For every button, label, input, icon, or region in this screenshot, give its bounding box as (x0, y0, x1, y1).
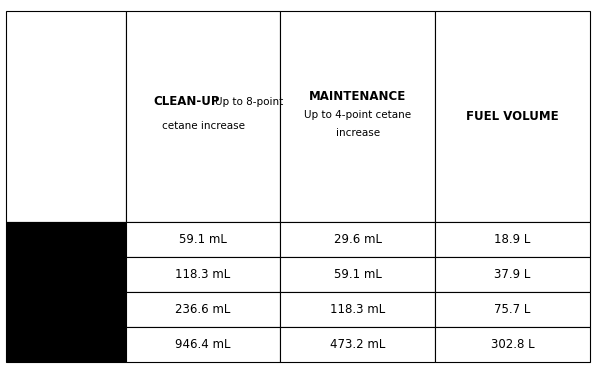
Bar (281, 257, 435, 292)
Bar (6, 292, 126, 327)
Text: 29.6 mL: 29.6 mL (334, 233, 382, 246)
Bar (126, 222, 281, 257)
Bar (6, 11, 126, 222)
Bar (6, 327, 126, 362)
Bar (6, 257, 126, 292)
Bar (281, 292, 435, 327)
Text: 37.9 L: 37.9 L (495, 268, 531, 281)
Text: 59.1 mL: 59.1 mL (179, 233, 227, 246)
Text: Up to 8-point: Up to 8-point (216, 97, 284, 107)
Bar (281, 327, 435, 362)
Text: MAINTENANCE: MAINTENANCE (309, 90, 406, 103)
Bar (435, 257, 590, 292)
Text: cetane increase: cetane increase (162, 120, 244, 131)
Text: 59.1 mL: 59.1 mL (334, 268, 382, 281)
Bar (435, 222, 590, 257)
Bar (435, 11, 590, 222)
Text: Up to 4-point cetane: Up to 4-point cetane (305, 109, 411, 120)
Bar (281, 11, 435, 222)
Bar (435, 292, 590, 327)
Bar (6, 222, 126, 257)
Bar (435, 327, 590, 362)
Text: 118.3 mL: 118.3 mL (330, 303, 386, 316)
Bar (126, 11, 281, 222)
Text: 236.6 mL: 236.6 mL (175, 303, 231, 316)
Bar (281, 222, 435, 257)
Text: 302.8 L: 302.8 L (491, 338, 535, 351)
Text: FUEL VOLUME: FUEL VOLUME (466, 110, 559, 123)
Text: 118.3 mL: 118.3 mL (175, 268, 231, 281)
Bar (126, 327, 281, 362)
Text: 75.7 L: 75.7 L (495, 303, 531, 316)
Text: 18.9 L: 18.9 L (495, 233, 531, 246)
Text: 473.2 mL: 473.2 mL (330, 338, 386, 351)
Bar (126, 257, 281, 292)
Bar (126, 292, 281, 327)
Text: increase: increase (336, 128, 380, 138)
Text: CLEAN-UP: CLEAN-UP (154, 95, 220, 108)
Text: 946.4 mL: 946.4 mL (175, 338, 231, 351)
